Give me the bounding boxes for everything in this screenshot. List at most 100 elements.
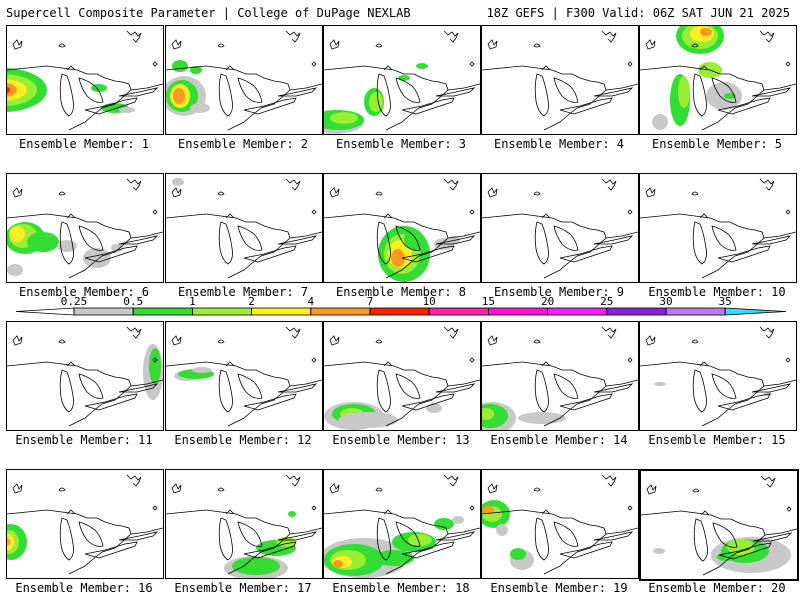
coastline xyxy=(541,65,551,71)
coastline xyxy=(443,474,459,487)
panel-member-5[interactable] xyxy=(639,25,797,135)
panel-member-13[interactable] xyxy=(323,321,481,431)
scp-shading xyxy=(172,178,184,186)
colorbar-tick-label: 0.5 xyxy=(123,296,143,308)
coastline xyxy=(469,357,475,363)
coastline xyxy=(130,231,163,239)
coastline xyxy=(401,393,455,411)
map-member-12 xyxy=(166,326,322,427)
coastline xyxy=(593,383,634,393)
map-member-7 xyxy=(166,178,322,279)
panel-member-1[interactable] xyxy=(6,25,164,135)
coastline xyxy=(58,191,66,196)
coastline xyxy=(553,373,579,399)
panel-member-14[interactable] xyxy=(481,321,639,431)
coastline xyxy=(605,83,638,91)
coastline xyxy=(277,383,318,393)
coastline xyxy=(12,483,23,494)
coastline xyxy=(166,509,291,575)
panel-member-17[interactable] xyxy=(165,469,323,579)
coastline xyxy=(395,373,421,399)
coastline xyxy=(324,65,449,131)
panel-member-6[interactable] xyxy=(6,173,164,283)
panel-member-11[interactable] xyxy=(6,321,164,431)
coastline xyxy=(751,383,792,393)
coastline xyxy=(752,532,793,542)
scp-shading xyxy=(653,548,665,554)
coastline xyxy=(329,335,340,346)
panel-member-19[interactable] xyxy=(481,469,639,579)
coastline xyxy=(751,235,792,245)
panel-member-4[interactable] xyxy=(481,25,639,135)
coastline xyxy=(225,361,235,367)
panel-member-3[interactable] xyxy=(323,25,481,135)
coastline xyxy=(166,361,291,427)
panel-member-7[interactable] xyxy=(165,173,323,283)
scp-shading xyxy=(7,264,23,276)
member-label: Ensemble Member: 9 xyxy=(493,285,625,299)
coastline xyxy=(534,517,549,561)
coastline xyxy=(601,474,617,487)
panel-member-2[interactable] xyxy=(165,25,323,135)
panel-member-9[interactable] xyxy=(481,173,639,283)
map-member-18 xyxy=(324,474,480,578)
member-label: Ensemble Member: 8 xyxy=(335,285,467,299)
scp-shading xyxy=(678,76,690,108)
panel-member-18[interactable] xyxy=(323,469,481,579)
coastline xyxy=(487,39,498,50)
coastline xyxy=(601,178,617,191)
valid-time: 18Z GEFS | F300 Valid: 06Z SAT JUN 21 20… xyxy=(486,6,790,20)
coastline xyxy=(763,379,796,387)
coastline xyxy=(152,209,158,215)
coastline xyxy=(7,361,132,427)
coastline xyxy=(311,61,317,67)
coastline xyxy=(218,73,233,117)
coastline xyxy=(601,326,617,339)
coastline xyxy=(593,531,634,541)
coastline xyxy=(447,379,480,387)
coastline xyxy=(59,517,74,561)
coastline xyxy=(171,335,182,346)
coastline xyxy=(289,231,322,239)
panel-member-16[interactable] xyxy=(6,469,164,579)
coastline xyxy=(58,43,66,48)
coastline xyxy=(646,484,657,495)
coastline xyxy=(376,369,391,413)
colorbar-segment xyxy=(428,307,489,316)
coastline xyxy=(84,245,138,263)
coastline xyxy=(601,30,617,43)
coastline xyxy=(118,531,159,541)
coastline xyxy=(763,231,796,239)
coastline xyxy=(285,178,301,191)
coastline xyxy=(311,505,317,511)
coastline xyxy=(717,97,771,115)
panel-member-8[interactable] xyxy=(323,173,481,283)
coastline xyxy=(395,225,421,251)
member-label: Ensemble Member: 1 xyxy=(18,137,150,151)
colorbar-tick-label: 15 xyxy=(482,296,495,308)
coastline xyxy=(533,339,541,344)
coastline xyxy=(401,97,455,115)
coastline xyxy=(12,39,23,50)
coastline xyxy=(243,97,297,115)
coastline xyxy=(534,221,549,265)
scp-shading xyxy=(416,63,428,69)
panel-member-12[interactable] xyxy=(165,321,323,431)
coastline xyxy=(691,191,699,196)
colorbar-segment xyxy=(73,307,134,316)
coastline xyxy=(533,487,541,492)
coastline xyxy=(329,39,340,50)
coastline xyxy=(237,225,263,251)
coastline xyxy=(237,77,263,103)
member-label: Ensemble Member: 11 xyxy=(15,433,153,447)
coastline xyxy=(171,39,182,50)
coastline xyxy=(66,213,76,219)
panel-member-20[interactable] xyxy=(639,469,799,581)
coastline xyxy=(627,357,633,363)
panel-member-15[interactable] xyxy=(639,321,797,431)
scp-shading xyxy=(333,560,343,568)
panel-member-10[interactable] xyxy=(639,173,797,283)
scp-shading xyxy=(426,403,442,413)
coastline xyxy=(166,65,291,131)
member-label: Ensemble Member: 5 xyxy=(651,137,783,151)
